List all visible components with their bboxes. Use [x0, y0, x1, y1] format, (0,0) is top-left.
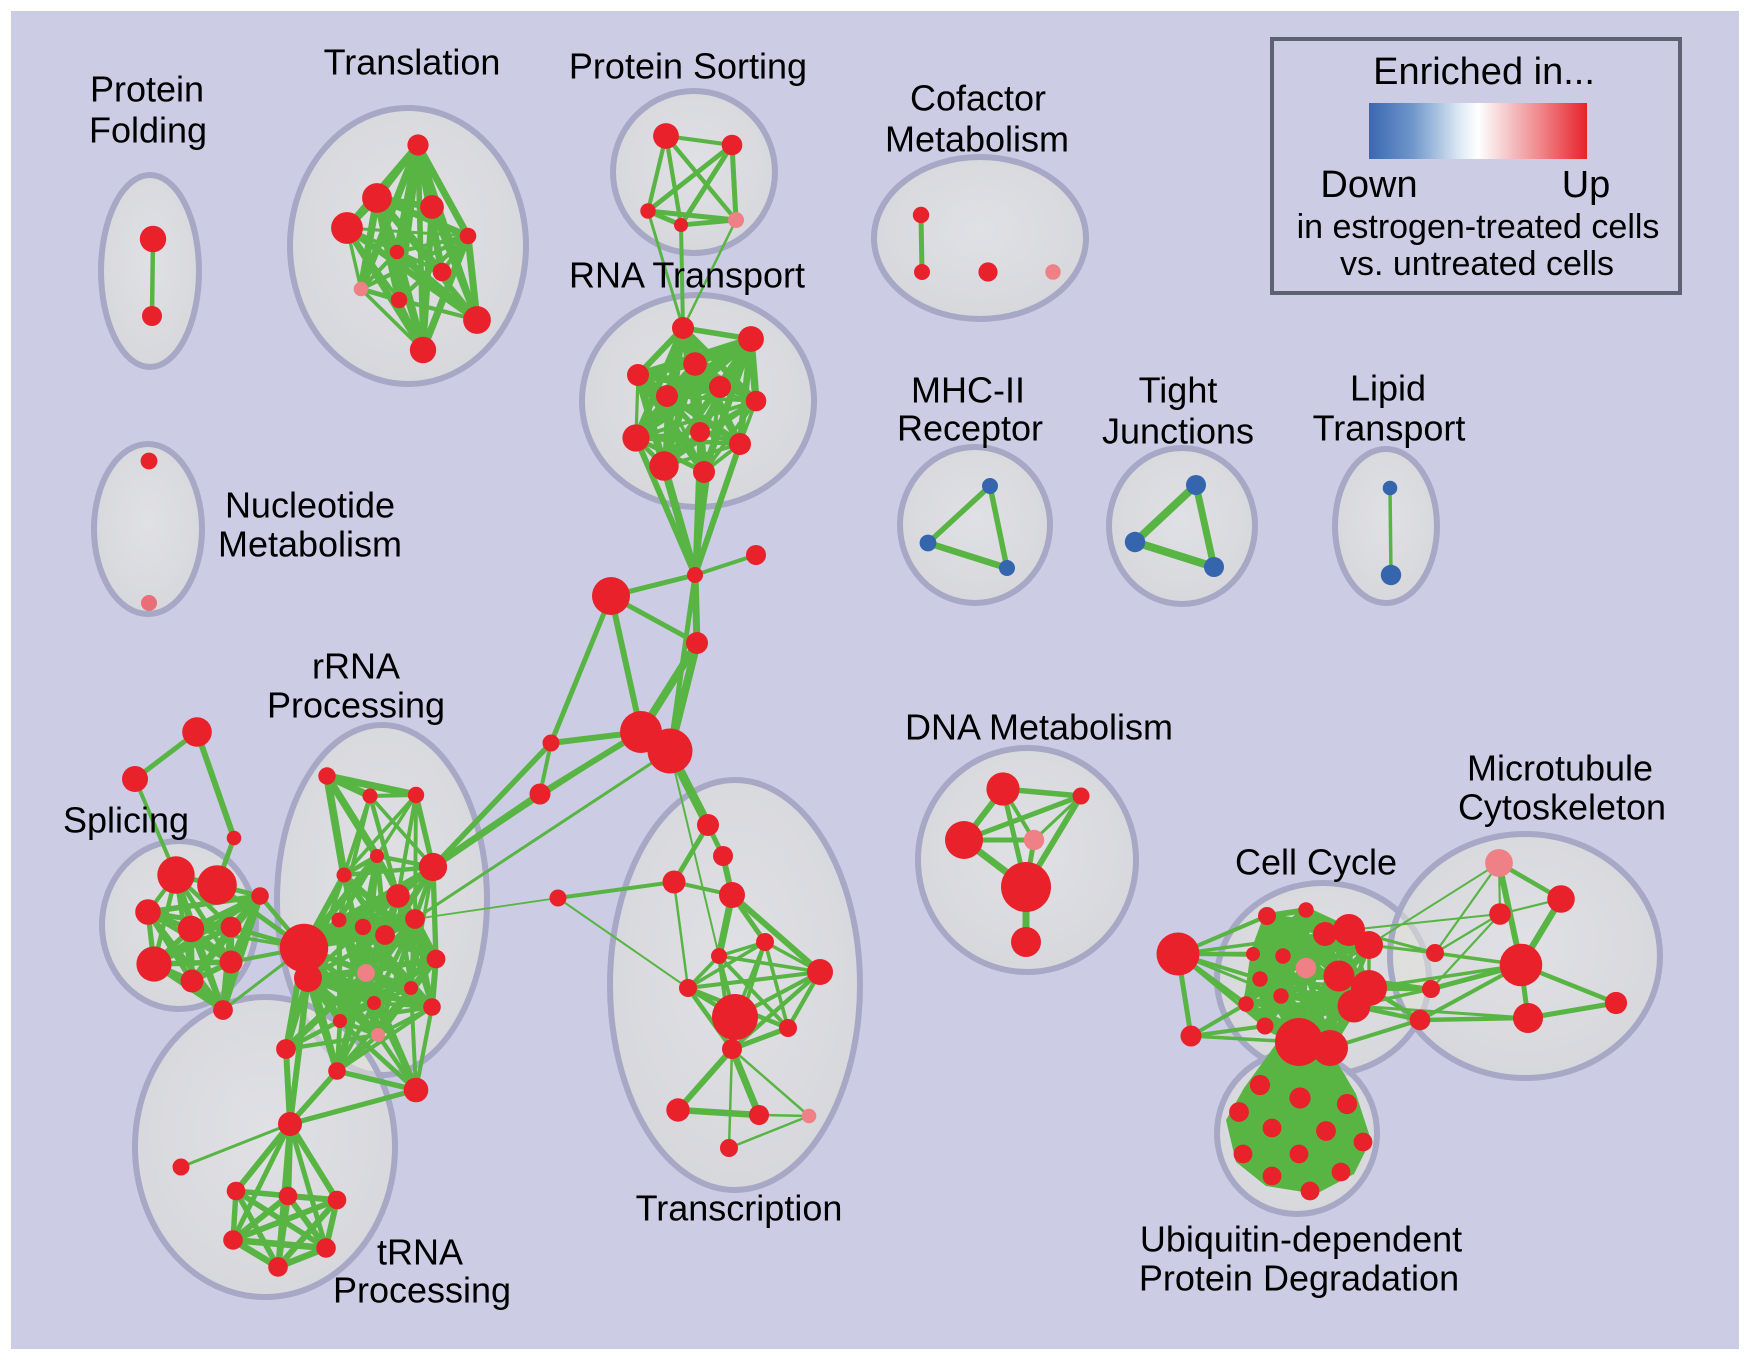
svg-text:Cell Cycle: Cell Cycle: [1235, 842, 1397, 883]
svg-text:Processing: Processing: [333, 1270, 511, 1311]
svg-text:Protein: Protein: [90, 69, 204, 110]
svg-text:rRNA: rRNA: [312, 646, 400, 687]
svg-text:Tight: Tight: [1139, 370, 1218, 411]
svg-text:Up: Up: [1562, 164, 1611, 206]
svg-text:Nucleotide: Nucleotide: [225, 485, 395, 526]
svg-text:Enriched in...: Enriched in...: [1373, 51, 1595, 93]
svg-text:Microtubule: Microtubule: [1467, 748, 1653, 789]
svg-text:Splicing: Splicing: [63, 800, 189, 841]
svg-text:Processing: Processing: [267, 685, 445, 726]
svg-text:Translation: Translation: [324, 42, 501, 83]
svg-text:Lipid: Lipid: [1350, 368, 1426, 409]
svg-text:Metabolism: Metabolism: [885, 119, 1069, 160]
svg-text:DNA Metabolism: DNA Metabolism: [905, 707, 1173, 748]
svg-text:Metabolism: Metabolism: [218, 524, 402, 565]
svg-text:Receptor: Receptor: [897, 408, 1043, 449]
svg-text:tRNA: tRNA: [377, 1232, 463, 1273]
svg-text:Ubiquitin-dependent: Ubiquitin-dependent: [1140, 1219, 1462, 1260]
svg-text:RNA Transport: RNA Transport: [569, 255, 805, 296]
svg-text:in estrogen-treated cells: in estrogen-treated cells: [1297, 208, 1660, 246]
svg-text:Transport: Transport: [1313, 408, 1466, 449]
svg-text:Down: Down: [1320, 164, 1417, 206]
svg-text:Protein Degradation: Protein Degradation: [1139, 1258, 1459, 1299]
svg-text:Protein Sorting: Protein Sorting: [569, 46, 807, 87]
svg-text:Junctions: Junctions: [1102, 411, 1254, 452]
svg-text:vs. untreated cells: vs. untreated cells: [1340, 245, 1614, 283]
svg-text:Cofactor: Cofactor: [910, 78, 1046, 119]
svg-text:Cytoskeleton: Cytoskeleton: [1458, 787, 1666, 828]
svg-text:MHC-II: MHC-II: [911, 370, 1025, 411]
svg-text:Folding: Folding: [89, 110, 207, 151]
svg-text:Transcription: Transcription: [636, 1188, 843, 1229]
